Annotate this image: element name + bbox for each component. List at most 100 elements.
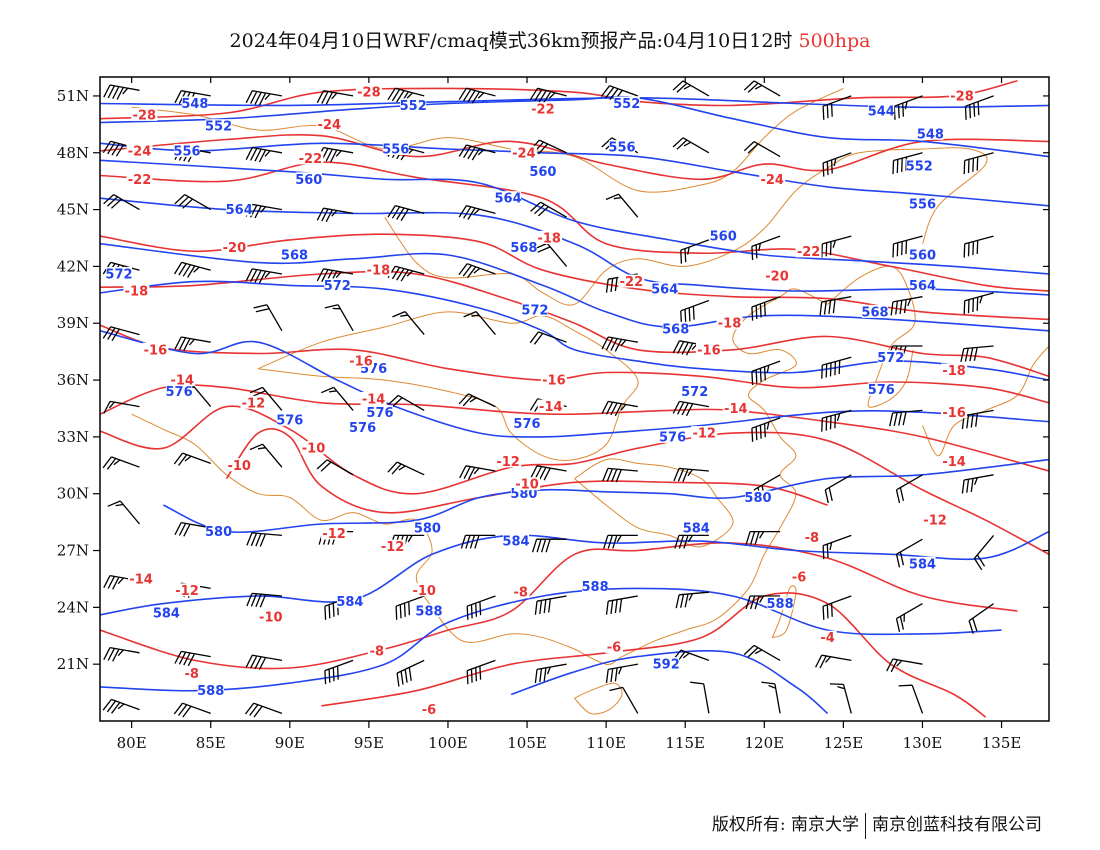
contour-label: 588 xyxy=(415,605,442,620)
contour-label: 552 xyxy=(906,160,933,175)
wind-barb xyxy=(968,603,994,634)
wind-barb xyxy=(244,702,283,718)
x-tick-label: 125E xyxy=(824,734,864,752)
contour-label: 584 xyxy=(336,595,363,610)
contour-label: -22 xyxy=(299,152,323,167)
wind-barb xyxy=(103,194,140,211)
contour-label-bg xyxy=(174,583,200,597)
contour-label: 552 xyxy=(205,120,232,135)
contour-label: -28 xyxy=(950,89,974,104)
boundary-line xyxy=(771,585,797,639)
contour-label-bg xyxy=(767,596,794,610)
contour-label: 576 xyxy=(513,417,540,432)
wind-barb xyxy=(822,95,852,120)
wind-barb xyxy=(392,311,425,336)
contour-label-bg xyxy=(153,606,180,619)
contour-label: 584 xyxy=(909,557,936,572)
contour-label: -20 xyxy=(765,269,789,284)
contour-label-bg xyxy=(941,454,968,468)
contour-label: -8 xyxy=(805,531,819,546)
wind-barb xyxy=(745,595,781,610)
contour-label-bg xyxy=(909,556,936,570)
contour-label: 560 xyxy=(909,249,936,264)
wind-barb xyxy=(821,356,852,379)
contour-label-bg xyxy=(382,142,409,155)
contour-label: 552 xyxy=(613,97,640,112)
contour-label-bg xyxy=(909,248,936,261)
contour-label-bg xyxy=(416,604,442,618)
x-tick-label: 85E xyxy=(196,734,226,752)
contour-label: -16 xyxy=(942,406,966,421)
contour-label: -24 xyxy=(512,146,536,161)
footer: 版权所有: 南京大学 南京创蓝科技有限公司 xyxy=(712,810,1042,839)
contour-label-bg xyxy=(379,539,406,553)
contour-label-bg xyxy=(659,429,686,443)
contour-label-bg xyxy=(909,278,936,292)
wind-barb xyxy=(898,684,924,714)
wind-barb xyxy=(395,595,425,620)
wind-barb xyxy=(173,702,211,718)
contour-label-bg xyxy=(522,303,548,316)
axis-layer: 80E 85E 90E 95E 100E 105E 110E 115E 120E 125E 130E… xyxy=(57,77,1049,752)
contour-label: 576 xyxy=(868,383,895,398)
boundary-line xyxy=(574,682,623,715)
y-tick-label: 33N xyxy=(57,428,89,446)
contour-label: -12 xyxy=(322,527,346,542)
wind-barb xyxy=(466,659,496,685)
y-tick-label: 36N xyxy=(57,371,89,389)
wind-barb xyxy=(324,304,354,332)
contour-label-bg xyxy=(764,268,790,282)
contour-label-bg xyxy=(537,399,564,413)
title-main: 2024年04月10日WRF/cmaq模式36km预报产品:04月10日12时 xyxy=(229,30,793,52)
wind-barb xyxy=(463,311,496,336)
wind-barb xyxy=(316,90,354,105)
height-contour-line xyxy=(162,458,1049,533)
contour-label-bg xyxy=(922,513,949,527)
wind-barb xyxy=(174,194,212,211)
contour-label: -6 xyxy=(792,571,806,586)
contour-label-bg xyxy=(281,248,308,261)
contour-label-bg xyxy=(722,401,749,415)
contour-label: 572 xyxy=(105,268,132,283)
contour-label-bg xyxy=(257,609,284,623)
contour-label: -10 xyxy=(227,459,251,474)
contour-label-bg xyxy=(716,316,743,330)
contour-label-bg xyxy=(240,395,267,409)
contour-label-bg xyxy=(941,405,968,419)
contour-label: 572 xyxy=(877,351,904,366)
footer-separator xyxy=(865,812,866,839)
contour-label-bg xyxy=(348,354,374,368)
contour-label: -8 xyxy=(184,667,198,682)
wind-barb xyxy=(387,204,425,221)
contour-label: -18 xyxy=(537,232,561,247)
contour-label-bg xyxy=(336,594,363,608)
wind-barb xyxy=(458,144,496,161)
contour-label: -8 xyxy=(513,586,527,601)
height-contour-line xyxy=(100,142,1049,207)
contour-label: -10 xyxy=(412,584,436,599)
contour-label-bg xyxy=(360,392,387,405)
height-contour-line xyxy=(100,242,1049,332)
wind-barb xyxy=(961,474,994,494)
contour-label: -10 xyxy=(259,610,283,625)
contour-label-bg xyxy=(759,172,786,186)
contour-label-bg xyxy=(226,458,253,472)
wind-barb xyxy=(173,452,211,466)
wind-barb xyxy=(605,193,639,218)
y-tick-label: 45N xyxy=(57,201,89,219)
contour-label-bg xyxy=(795,244,822,258)
temperature-contour-line xyxy=(100,542,1018,670)
contour-label-bg xyxy=(355,85,382,99)
contour-label-bg xyxy=(540,373,567,387)
contour-label: 580 xyxy=(205,525,232,540)
wind-barb xyxy=(609,686,639,714)
contour-label: 564 xyxy=(909,279,936,294)
wind-barb xyxy=(245,268,283,284)
temperature-contour-line xyxy=(100,233,1049,321)
contour-label-bg xyxy=(503,534,529,548)
contour-label: 560 xyxy=(295,173,322,188)
chart-title: 2024年04月10日WRF/cmaq模式36km预报产品:04月10日12时 … xyxy=(0,26,1100,53)
contour-label: 584 xyxy=(153,607,180,622)
wind-barb xyxy=(387,265,425,282)
contour-label: -18 xyxy=(718,317,742,332)
